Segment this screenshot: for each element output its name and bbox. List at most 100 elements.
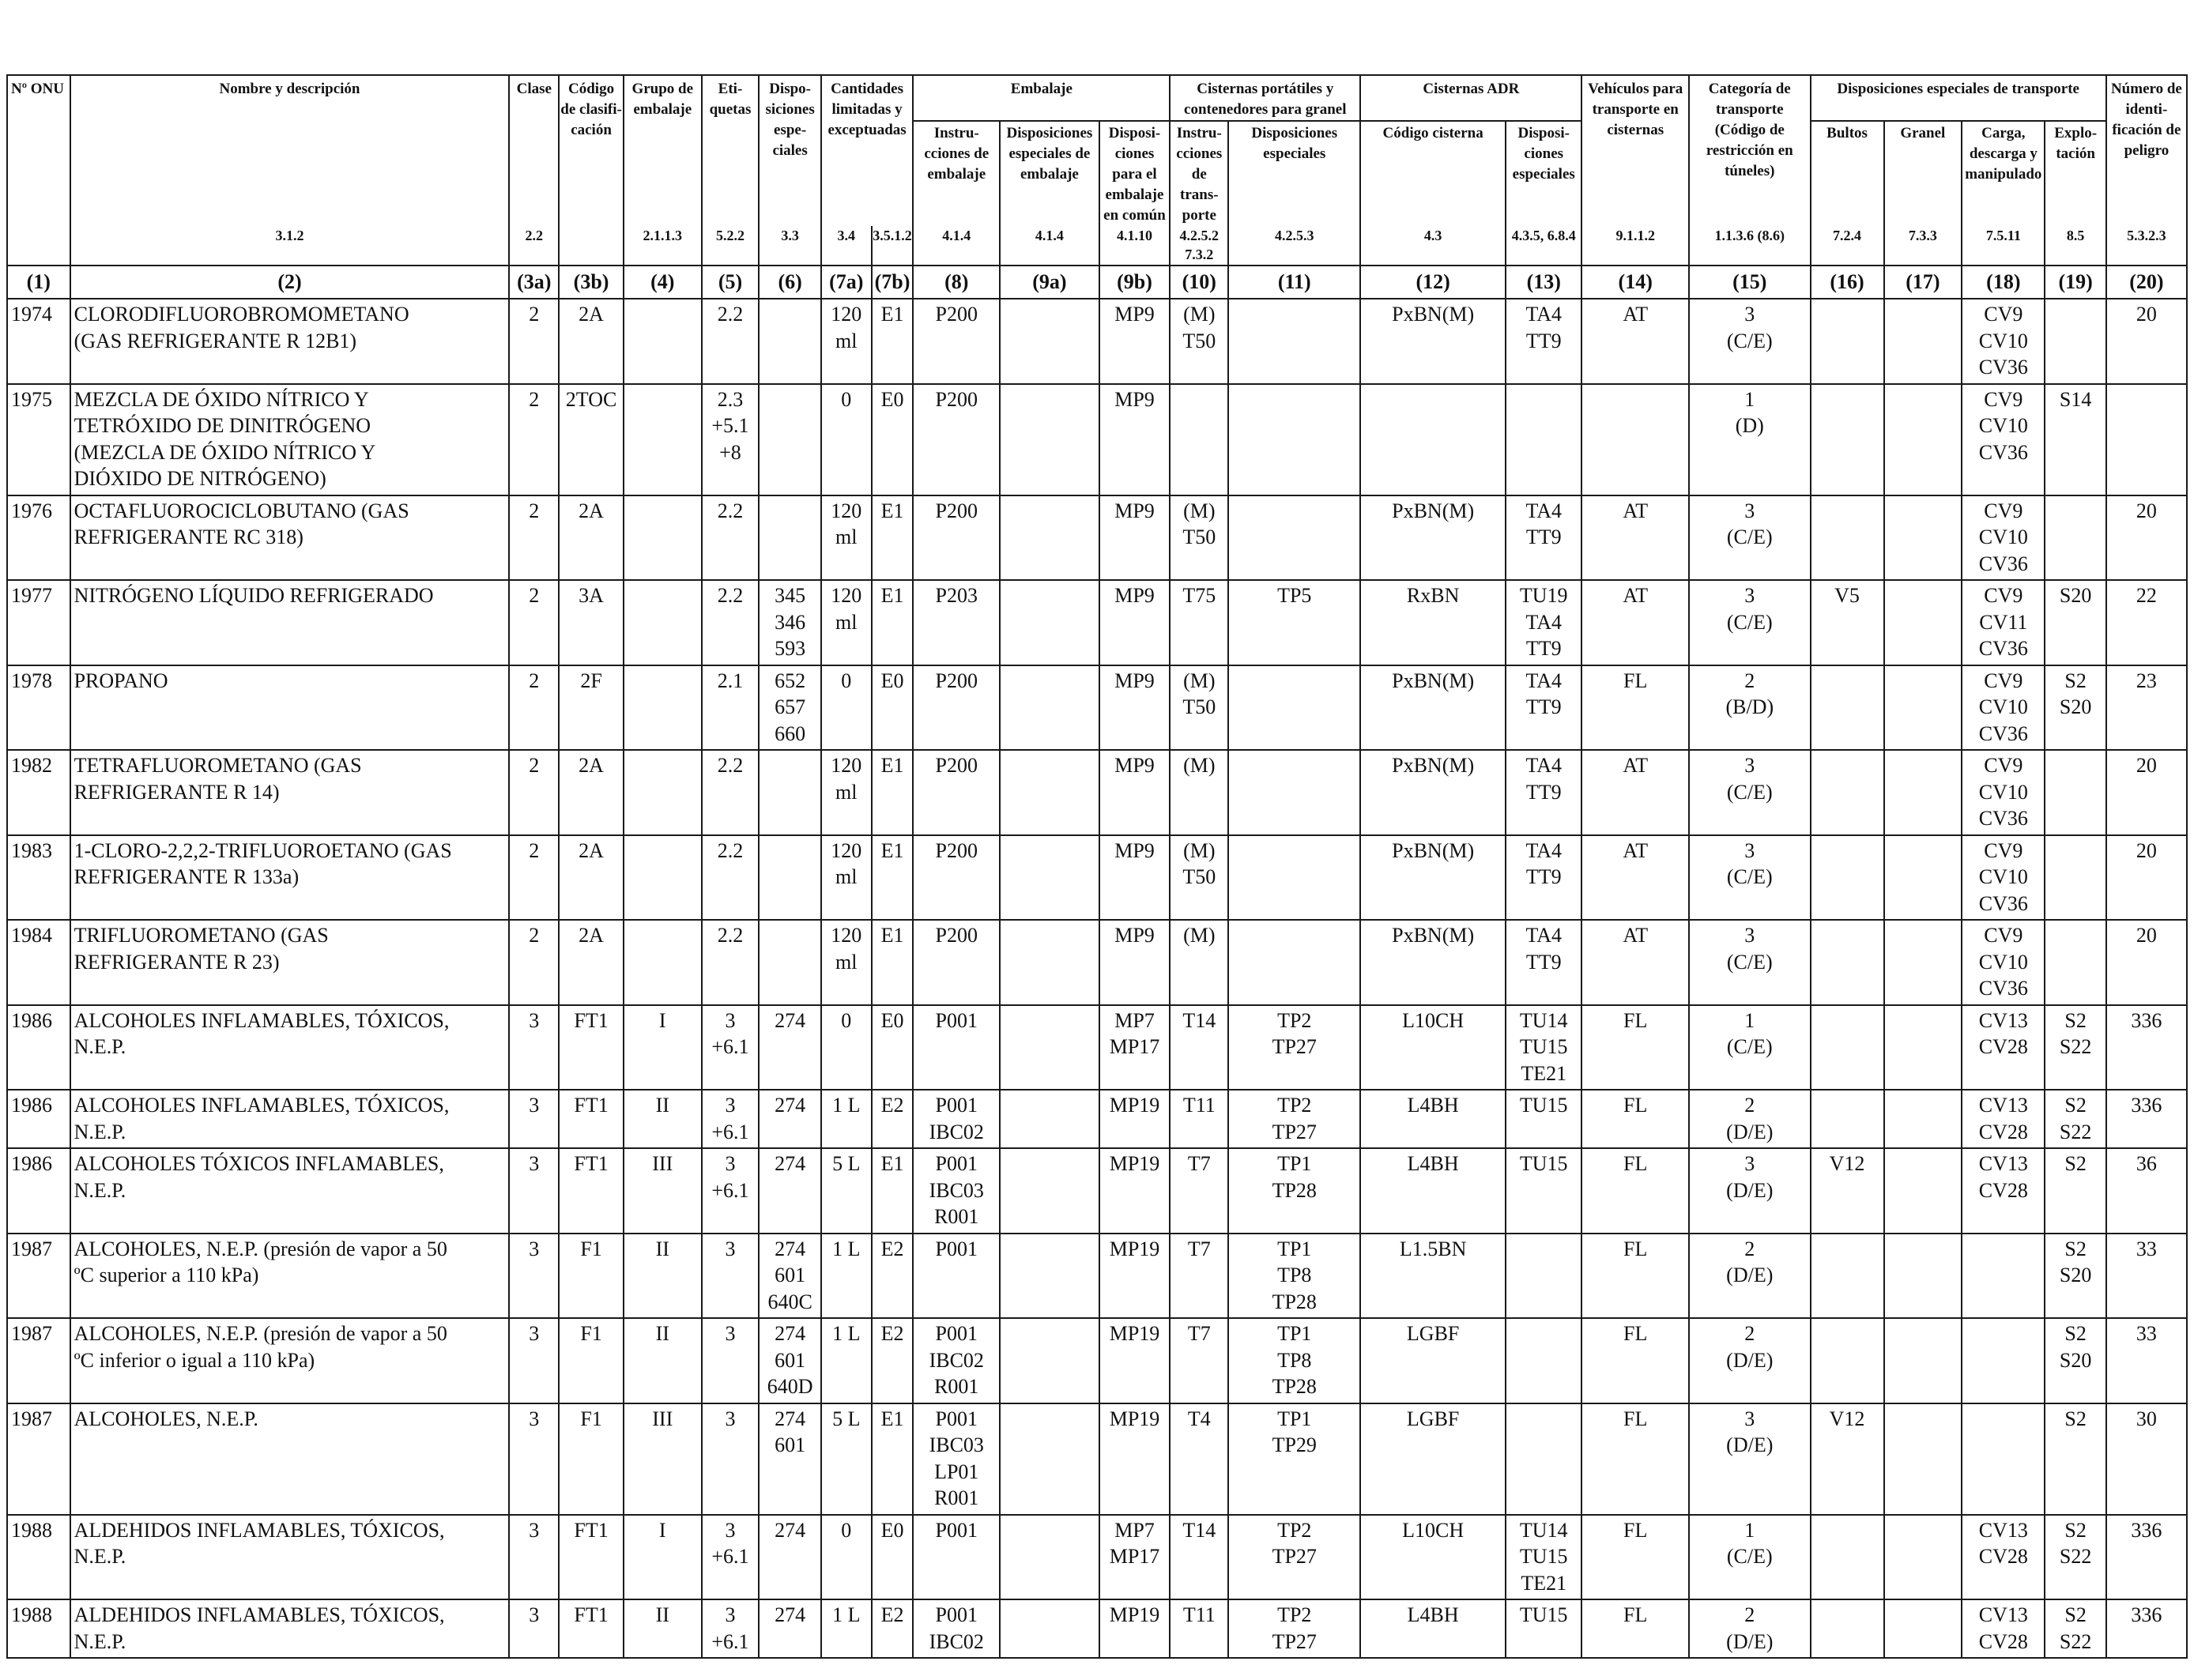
cell-col-15: L10CH — [1359, 1004, 1507, 1090]
cell-col-9: E1 — [870, 919, 914, 1006]
column-number: (2) — [69, 265, 511, 299]
cell-col-16 — [1505, 1317, 1583, 1404]
cell-col-15: RxBN — [1359, 579, 1507, 666]
cell-col-4: 2A — [558, 494, 624, 581]
cell-col-3: 2 — [508, 579, 560, 666]
column-number: (11) — [1227, 265, 1362, 299]
cell-col-3: 2 — [508, 749, 560, 836]
cell-name-line: REFRIGERANTE R 133a) — [74, 865, 300, 888]
cell-col-4: F1 — [558, 1402, 624, 1516]
cell-name: 1-CLORO-2,2,2-TRIFLUOROETANO (GAS REFRIGE… — [69, 834, 511, 921]
cell-col-8: 120 ml — [820, 579, 873, 666]
cell-name-line: PROPANO — [74, 669, 168, 692]
cell-col-22: S20 — [2044, 579, 2107, 666]
cell-col-17: AT — [1581, 834, 1691, 921]
cell-col-18: 2 (D/E) — [1688, 1089, 1811, 1149]
cell-col-6: 3 — [700, 1232, 760, 1319]
cell-col-5 — [622, 749, 703, 836]
cell-col-20 — [1883, 749, 1963, 836]
cell-col-22 — [2044, 834, 2107, 921]
cell-col-7 — [758, 382, 822, 496]
column-number: (7a) — [820, 265, 873, 299]
cell-col-18: 1 (C/E) — [1688, 1004, 1811, 1090]
cell-name-line: ALCOHOLES, N.E.P. (presión de vapor a 50 — [74, 1322, 447, 1345]
cell-col-17: FL — [1581, 1513, 1691, 1600]
cell-col-11 — [999, 494, 1100, 581]
cell-onu: 1986 — [6, 1089, 71, 1149]
cell-col-23: 20 — [2105, 834, 2188, 921]
cell-col-19 — [1809, 298, 1885, 385]
ref-cell: 3.1.2 — [69, 226, 511, 266]
cell-col-23: 336 — [2105, 1089, 2188, 1149]
cell-name-line: ALCOHOLES INFLAMABLES, TÓXICOS, — [74, 1094, 450, 1117]
cell-col-8: 120 ml — [820, 494, 873, 581]
cell-col-3: 3 — [508, 1513, 560, 1600]
cell-col-11 — [999, 664, 1100, 751]
cell-col-19: V12 — [1809, 1402, 1885, 1516]
cell-col-21: CV9 CV10 CV36 — [1961, 919, 2046, 1006]
cell-col-6: 2.3 +5.1 +8 — [700, 382, 760, 496]
cell-name-line: OCTAFLUOROCICLOBUTANO (GAS — [74, 499, 409, 522]
cell-col-21: CV13 CV28 — [1961, 1599, 2046, 1659]
cell-col-5 — [622, 579, 703, 666]
cell-col-15: L4BH — [1359, 1089, 1507, 1149]
header-onu: Nº ONU — [6, 74, 71, 226]
cell-col-7 — [758, 494, 822, 581]
ref-cell: 4.1.4 — [912, 226, 1001, 266]
cell-col-12: MP9 — [1098, 919, 1171, 1006]
cell-col-3: 3 — [508, 1402, 560, 1516]
column-number: (6) — [758, 265, 822, 299]
cell-col-14: TP2 TP27 — [1227, 1599, 1362, 1659]
cell-col-11 — [999, 834, 1100, 921]
cell-col-9: E1 — [870, 298, 914, 385]
cell-col-9: E0 — [870, 664, 914, 751]
cell-col-15: PxBN(M) — [1359, 494, 1507, 581]
cell-col-22 — [2044, 749, 2107, 836]
cell-name-line: N.E.P. — [74, 1178, 126, 1202]
cell-col-5 — [622, 382, 703, 496]
cell-col-20 — [1883, 1513, 1963, 1600]
cell-col-23: 20 — [2105, 298, 2188, 385]
cell-col-4: FT1 — [558, 1513, 624, 1600]
cell-col-4: 2F — [558, 664, 624, 751]
cell-col-23: 336 — [2105, 1599, 2188, 1659]
cell-col-8: 5 L — [820, 1147, 873, 1234]
cell-col-10: P001 IBC02 — [912, 1089, 1001, 1149]
cell-col-10: P001 IBC02 — [912, 1599, 1001, 1659]
ref-cell: 4.2.5.2 7.3.2 — [1169, 226, 1230, 266]
cell-col-4: FT1 — [558, 1147, 624, 1234]
header-disposiciones: Dispo- siciones espe- ciales — [758, 74, 822, 226]
cell-name-line: REFRIGERANTE RC 318) — [74, 525, 303, 548]
cell-col-4: 2TOC — [558, 382, 624, 496]
cell-col-20 — [1883, 834, 1963, 921]
cell-col-10: P200 — [912, 749, 1001, 836]
table-row: 1988 ALDEHIDOS INFLAMABLES, TÓXICOS, N.E.P… — [6, 1513, 2188, 1600]
cell-col-20 — [1883, 494, 1963, 581]
cell-col-22: S2 S20 — [2044, 664, 2107, 751]
cell-col-7: 345 346 593 — [758, 579, 822, 666]
cell-onu: 1988 — [6, 1599, 71, 1659]
cell-col-19 — [1809, 834, 1885, 921]
cell-name-line: N.E.P. — [74, 1545, 126, 1568]
cell-col-17: FL — [1581, 1004, 1691, 1090]
cell-col-8: 0 — [820, 1004, 873, 1090]
cell-col-7: 274 — [758, 1599, 822, 1659]
cell-col-8: 1 L — [820, 1232, 873, 1319]
cell-col-6: 3 — [700, 1317, 760, 1404]
cell-col-13: T75 — [1169, 579, 1230, 666]
cell-col-20 — [1883, 382, 1963, 496]
cell-col-7 — [758, 298, 822, 385]
cell-col-14 — [1227, 919, 1362, 1006]
cell-col-23: 336 — [2105, 1513, 2188, 1600]
cell-col-7: 274 — [758, 1089, 822, 1149]
cell-col-10: P001 IBC03 R001 — [912, 1147, 1001, 1234]
cell-col-6: 2.2 — [700, 834, 760, 921]
ref-cell: 5.3.2.3 — [2105, 226, 2188, 266]
cell-name-line: CLORODIFLUOROBROMOMETANO — [74, 303, 409, 326]
cell-col-23: 336 — [2105, 1004, 2188, 1090]
cell-col-10: P001 IBC02 R001 — [912, 1317, 1001, 1404]
cell-col-16: TU14 TU15 TE21 — [1505, 1513, 1583, 1600]
cell-col-19: V5 — [1809, 579, 1885, 666]
cell-name: CLORODIFLUOROBROMOMETANO (GAS REFRIGERANT… — [69, 298, 511, 385]
cell-col-16: TA4 TT9 — [1505, 834, 1583, 921]
